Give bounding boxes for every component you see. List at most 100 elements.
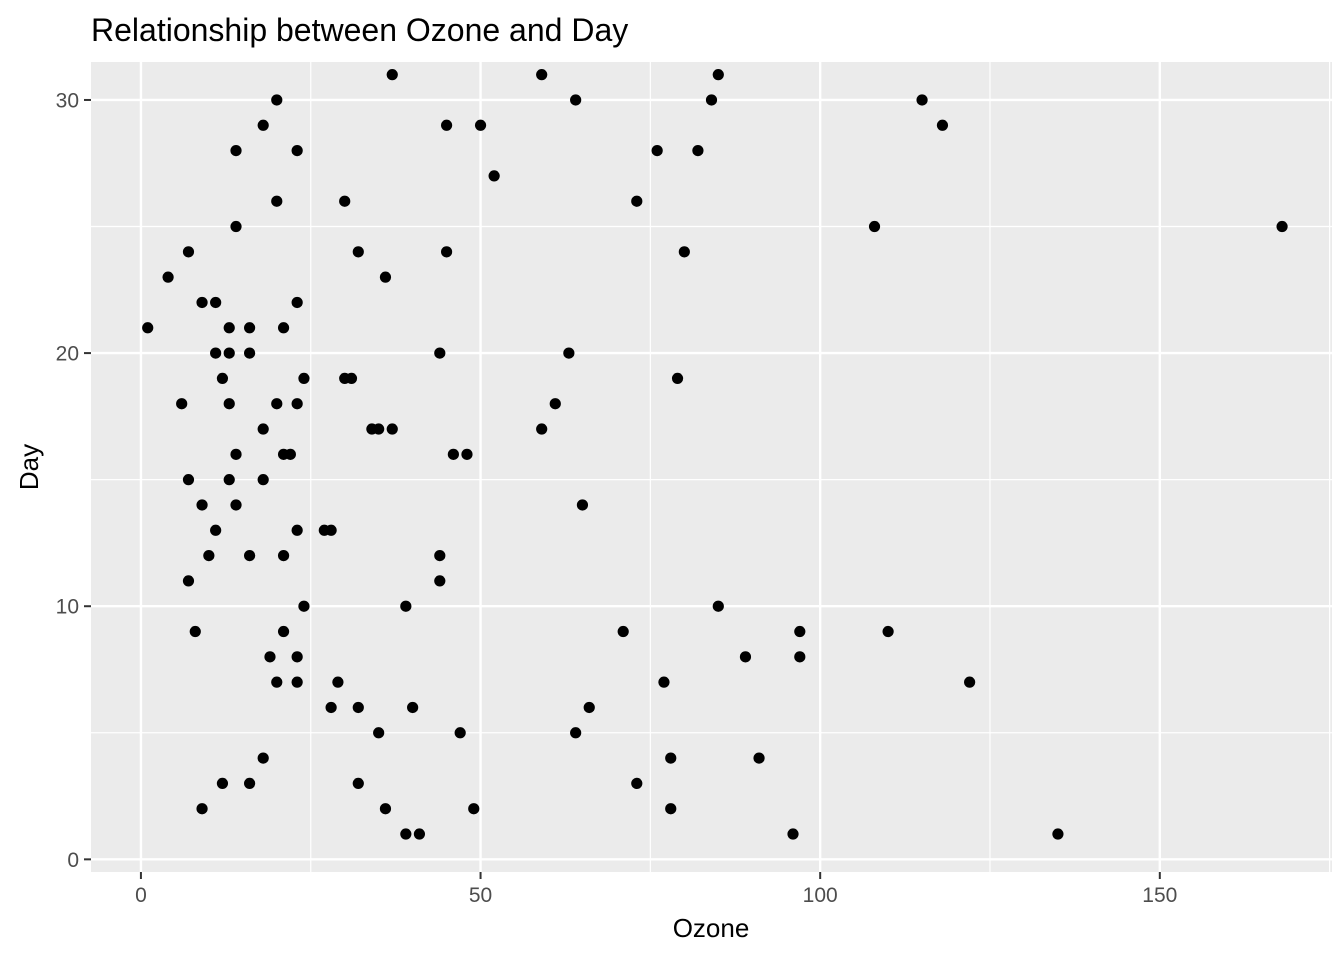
data-point [216,372,229,385]
data-point [936,119,949,131]
data-point [753,752,765,764]
data-point [692,144,704,157]
data-point [712,600,724,612]
data-point [298,372,310,385]
data-point [223,347,235,359]
data-point [705,94,718,106]
data-point [379,803,392,815]
y-tick-label: 30 [56,89,79,112]
data-point [400,600,412,612]
data-point [142,322,154,334]
x-tick-label: 150 [1142,884,1177,907]
data-point [325,701,337,714]
data-point [413,828,426,840]
data-point [244,777,256,790]
data-point [271,398,283,410]
data-point [373,423,385,435]
chart-title: Relationship between Ozone and Day [91,12,628,48]
y-tick-label: 0 [67,849,79,872]
data-point [244,549,256,562]
x-axis: 0 50 100 150 [135,872,1177,907]
data-point [468,803,480,815]
data-point [536,423,548,435]
x-tick-label: 50 [469,884,492,907]
data-point [257,119,269,131]
data-point [223,474,235,486]
y-axis-title: Day [14,444,44,490]
data-points [142,69,1288,840]
data-point [631,777,643,790]
data-point [277,625,290,638]
data-point [474,119,487,131]
major-gridlines [91,62,1332,872]
data-point [244,347,256,359]
data-point [868,220,881,233]
data-point [176,398,188,410]
data-point [570,727,582,739]
y-axis: 0 10 20 30 [56,89,91,872]
data-point [291,296,303,309]
data-point [373,727,385,739]
data-point [434,549,446,562]
data-point [407,701,419,714]
data-point [325,524,337,536]
data-point [244,322,256,334]
y-tick-label: 20 [56,343,79,366]
data-point [563,347,575,359]
data-point [352,777,364,790]
data-point [196,499,208,511]
data-point [230,448,242,460]
data-point [671,372,684,385]
data-point [257,423,269,435]
data-point [352,701,364,714]
data-point [964,676,976,688]
data-point [230,144,242,157]
data-point [739,651,752,663]
data-point [210,347,222,359]
data-point [536,69,548,81]
data-point [658,676,670,688]
data-point [447,448,459,460]
x-tick-label: 0 [135,884,147,907]
data-point [271,94,283,106]
x-axis-title: Ozone [673,913,750,943]
data-point [291,398,303,410]
data-point [223,398,235,410]
data-point [271,676,283,688]
data-point [223,322,235,334]
data-point [271,195,283,207]
data-point [291,144,303,157]
data-point [787,828,799,840]
data-point [352,246,364,258]
data-point [162,271,174,283]
data-point [882,625,894,638]
data-point [665,803,677,815]
data-point [440,246,453,258]
x-tick-label: 100 [803,884,838,907]
data-point [291,651,303,663]
data-point [257,474,269,486]
data-point [210,296,222,309]
data-point [916,94,928,106]
y-tick-label: 10 [56,596,79,619]
data-point [1276,220,1288,233]
data-point [434,575,446,587]
data-point [291,524,303,536]
data-point [454,727,466,739]
data-point [400,828,412,840]
data-point [712,69,724,81]
data-point [257,752,269,764]
data-point [549,398,561,410]
data-point [230,499,242,511]
data-point [189,625,201,638]
data-point [182,474,195,486]
minor-gridlines [91,62,1332,872]
data-point [291,676,303,688]
data-point [794,625,806,638]
data-point [196,803,208,815]
data-point [434,347,446,359]
data-point [216,777,229,790]
data-point [794,651,806,663]
data-point [298,600,310,612]
